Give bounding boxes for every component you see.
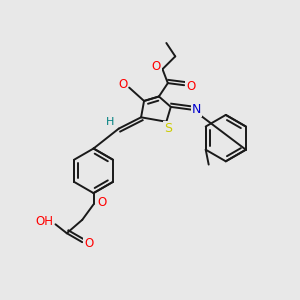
Text: H: H [106, 117, 114, 127]
Text: N: N [192, 103, 201, 116]
Text: O: O [84, 237, 93, 250]
Text: O: O [118, 78, 127, 91]
Text: O: O [186, 80, 195, 93]
Text: OH: OH [35, 215, 53, 228]
Text: O: O [151, 60, 160, 73]
Text: O: O [97, 196, 106, 209]
Text: S: S [164, 122, 172, 135]
